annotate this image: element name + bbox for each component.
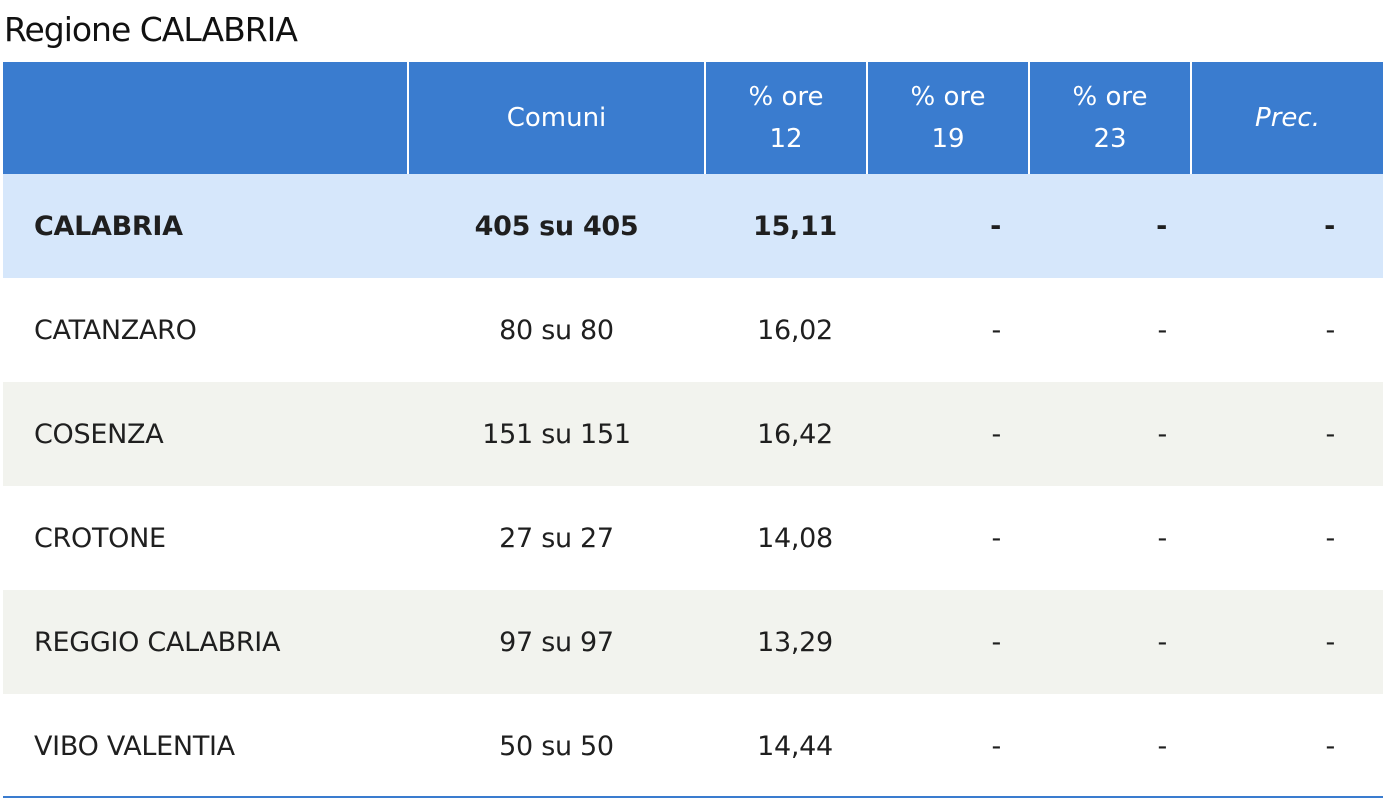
row-comuni: 27 su 27 [499,522,614,554]
row-ore-19: - [991,730,1002,762]
row-ore-23: - [1157,522,1168,554]
row-name: CATANZARO [34,314,197,346]
row-ore-23: - [1156,210,1167,242]
table-row: CATANZARO 80 su 80 16,02 - - - [3,278,1383,382]
table-row: COSENZA 151 su 151 16,42 - - - [3,382,1383,486]
table-header-row: Comuni % ore 12 % ore 19 % ore 23 Prec. [3,62,1383,174]
row-comuni: 50 su 50 [499,730,614,762]
row-prec: - [1325,418,1336,450]
row-ore-12: 16,42 [757,418,833,450]
row-ore-19: - [990,210,1001,242]
row-ore-19: - [991,314,1002,346]
row-ore-12: 13,29 [757,626,833,658]
row-ore-23: - [1157,314,1168,346]
header-prec: Prec. [1190,62,1383,174]
row-ore-12: 16,02 [757,314,833,346]
row-prec: - [1325,314,1336,346]
header-comuni: Comuni [407,62,705,174]
row-ore-23: - [1157,418,1168,450]
row-comuni: 151 su 151 [482,418,631,450]
row-ore-19: - [991,418,1002,450]
row-prec: - [1325,626,1336,658]
row-name: CROTONE [34,522,166,554]
table-row: REGGIO CALABRIA 97 su 97 13,29 - - - [3,590,1383,694]
row-ore-19: - [991,522,1002,554]
row-ore-19: - [991,626,1002,658]
row-name: CALABRIA [34,210,183,242]
row-prec: - [1325,730,1336,762]
row-comuni: 405 su 405 [474,210,639,242]
row-name: REGGIO CALABRIA [34,626,281,658]
row-prec: - [1324,210,1335,242]
row-comuni: 80 su 80 [499,314,614,346]
turnout-table: Comuni % ore 12 % ore 19 % ore 23 Prec. … [3,62,1383,798]
row-name: VIBO VALENTIA [34,730,235,762]
row-prec: - [1325,522,1336,554]
table-row: VIBO VALENTIA 50 su 50 14,44 - - - [3,694,1383,798]
row-name: COSENZA [34,418,164,450]
table-row: CROTONE 27 su 27 14,08 - - - [3,486,1383,590]
header-ore-12: % ore 12 [704,62,867,174]
table-row-total: CALABRIA 405 su 405 15,11 - - - [3,174,1383,278]
turnout-table-container: Comuni % ore 12 % ore 19 % ore 23 Prec. … [3,62,1383,798]
row-ore-23: - [1157,730,1168,762]
region-title: Regione CALABRIA [4,10,298,49]
row-ore-12: 15,11 [753,210,837,242]
header-ore-23: % ore 23 [1028,62,1191,174]
header-name [3,62,408,174]
row-ore-12: 14,08 [757,522,833,554]
row-ore-23: - [1157,626,1168,658]
row-comuni: 97 su 97 [499,626,614,658]
table-bottom-border [3,796,1383,798]
header-ore-19: % ore 19 [866,62,1029,174]
row-ore-12: 14,44 [757,730,833,762]
